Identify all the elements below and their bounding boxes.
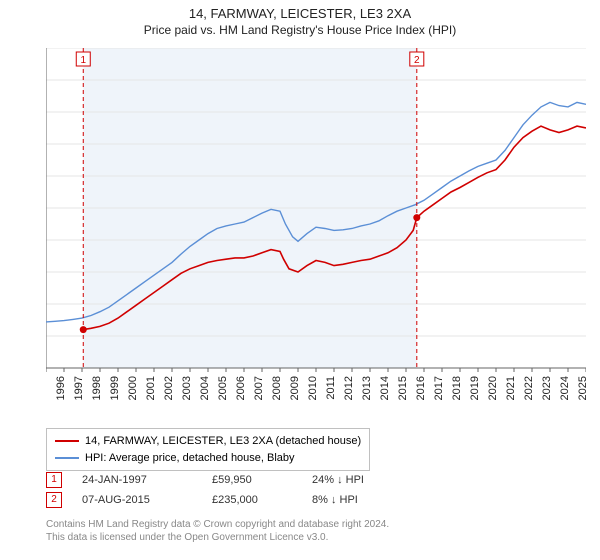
legend-swatch <box>55 440 79 442</box>
svg-text:2023: 2023 <box>541 376 553 400</box>
sale-date: 07-AUG-2015 <box>82 494 212 506</box>
legend-item: HPI: Average price, detached house, Blab… <box>55 450 361 467</box>
sale-hpi: 24% ↓ HPI <box>312 474 412 486</box>
legend-swatch <box>55 457 79 459</box>
legend-item: 14, FARMWAY, LEICESTER, LE3 2XA (detache… <box>55 433 361 450</box>
svg-text:2009: 2009 <box>289 376 301 400</box>
chart-plot: £0£50K£100K£150K£200K£250K£300K£350K£400… <box>46 48 586 388</box>
chart-title: 14, FARMWAY, LEICESTER, LE3 2XA <box>0 0 600 21</box>
sale-marker-icon: 2 <box>46 492 62 508</box>
svg-text:2015: 2015 <box>397 376 409 400</box>
svg-text:2006: 2006 <box>235 376 247 400</box>
attribution-line: Contains HM Land Registry data © Crown c… <box>46 518 389 531</box>
svg-text:1995: 1995 <box>46 376 49 400</box>
svg-text:1998: 1998 <box>91 376 103 400</box>
legend: 14, FARMWAY, LEICESTER, LE3 2XA (detache… <box>46 428 370 471</box>
svg-text:2002: 2002 <box>163 376 175 400</box>
svg-text:2014: 2014 <box>379 376 391 400</box>
table-row: 2 07-AUG-2015 £235,000 8% ↓ HPI <box>46 490 412 510</box>
svg-text:1997: 1997 <box>73 376 85 400</box>
svg-text:2019: 2019 <box>469 376 481 400</box>
sale-price: £235,000 <box>212 494 312 506</box>
svg-text:2003: 2003 <box>181 376 193 400</box>
attribution: Contains HM Land Registry data © Crown c… <box>46 518 389 544</box>
svg-text:2016: 2016 <box>415 376 427 400</box>
svg-text:2004: 2004 <box>199 376 211 400</box>
svg-text:2011: 2011 <box>325 376 337 400</box>
svg-text:2013: 2013 <box>361 376 373 400</box>
attribution-line: This data is licensed under the Open Gov… <box>46 531 389 544</box>
chart-subtitle: Price paid vs. HM Land Registry's House … <box>0 21 600 37</box>
svg-text:2020: 2020 <box>487 376 499 400</box>
svg-text:2: 2 <box>414 55 420 66</box>
table-row: 1 24-JAN-1997 £59,950 24% ↓ HPI <box>46 470 412 490</box>
svg-text:2010: 2010 <box>307 376 319 400</box>
svg-text:2012: 2012 <box>343 376 355 400</box>
sale-price: £59,950 <box>212 474 312 486</box>
svg-text:1996: 1996 <box>55 376 67 400</box>
sales-table: 1 24-JAN-1997 £59,950 24% ↓ HPI 2 07-AUG… <box>46 470 412 510</box>
svg-text:2022: 2022 <box>523 376 535 400</box>
svg-text:2024: 2024 <box>559 376 571 400</box>
svg-text:2000: 2000 <box>127 376 139 400</box>
svg-text:2017: 2017 <box>433 376 445 400</box>
svg-text:2008: 2008 <box>271 376 283 400</box>
chart-container: 14, FARMWAY, LEICESTER, LE3 2XA Price pa… <box>0 0 600 560</box>
svg-text:2001: 2001 <box>145 376 157 400</box>
svg-text:2018: 2018 <box>451 376 463 400</box>
svg-text:1: 1 <box>80 55 86 66</box>
svg-text:2005: 2005 <box>217 376 229 400</box>
sale-hpi: 8% ↓ HPI <box>312 494 412 506</box>
svg-text:2007: 2007 <box>253 376 265 400</box>
svg-text:1999: 1999 <box>109 376 121 400</box>
legend-label: HPI: Average price, detached house, Blab… <box>85 450 295 467</box>
svg-text:2025: 2025 <box>577 376 586 400</box>
sale-marker-icon: 1 <box>46 472 62 488</box>
legend-label: 14, FARMWAY, LEICESTER, LE3 2XA (detache… <box>85 433 361 450</box>
svg-text:2021: 2021 <box>505 376 517 400</box>
sale-date: 24-JAN-1997 <box>82 474 212 486</box>
